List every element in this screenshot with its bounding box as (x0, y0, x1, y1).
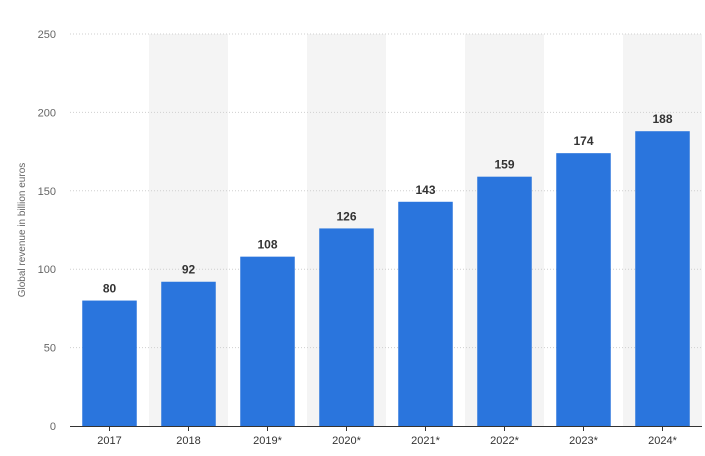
y-axis-title: Global revenue in billion euros (17, 163, 28, 298)
data-label-2023*: 174 (573, 134, 593, 148)
bar-2020*[interactable] (319, 228, 374, 426)
bar-2021*[interactable] (398, 201, 453, 426)
y-tick-label: 100 (38, 264, 56, 276)
data-label-2017: 80 (103, 282, 117, 296)
data-labels: 80 92 108 126 143 159 174 188 (103, 112, 673, 295)
data-label-2024*: 188 (652, 112, 672, 126)
x-axis-ticks: 2017 2018 2019* 2020* 2021* 2022* 2023* 2024* (97, 426, 678, 447)
data-label-2021*: 143 (415, 183, 435, 197)
bar-2017[interactable] (82, 300, 137, 426)
bar-2019*[interactable] (240, 256, 295, 426)
x-tick-label: 2019* (253, 435, 282, 447)
y-tick-label: 0 (50, 421, 56, 433)
y-tick-label: 50 (44, 343, 56, 355)
bars (82, 131, 690, 426)
bar-2018[interactable] (161, 281, 216, 426)
bar-2024*[interactable] (635, 131, 690, 426)
bar-2022*[interactable] (477, 176, 532, 426)
bar-2023*[interactable] (556, 153, 611, 426)
data-label-2018: 92 (182, 263, 196, 277)
x-tick-label: 2024* (648, 435, 677, 447)
data-label-2020*: 126 (336, 209, 356, 223)
data-label-2022*: 159 (494, 158, 514, 172)
data-label-2019*: 108 (257, 238, 277, 252)
x-tick-label: 2017 (97, 435, 121, 447)
y-axis-ticks: 0 50 100 150 200 250 (38, 29, 56, 433)
x-tick-label: 2021* (411, 435, 440, 447)
x-tick-label: 2022* (490, 435, 519, 447)
x-tick-label: 2020* (332, 435, 361, 447)
y-tick-label: 150 (38, 186, 56, 198)
x-tick-label: 2018 (176, 435, 200, 447)
y-tick-label: 250 (38, 29, 56, 41)
x-tick-label: 2023* (569, 435, 598, 447)
y-tick-label: 200 (38, 107, 56, 119)
